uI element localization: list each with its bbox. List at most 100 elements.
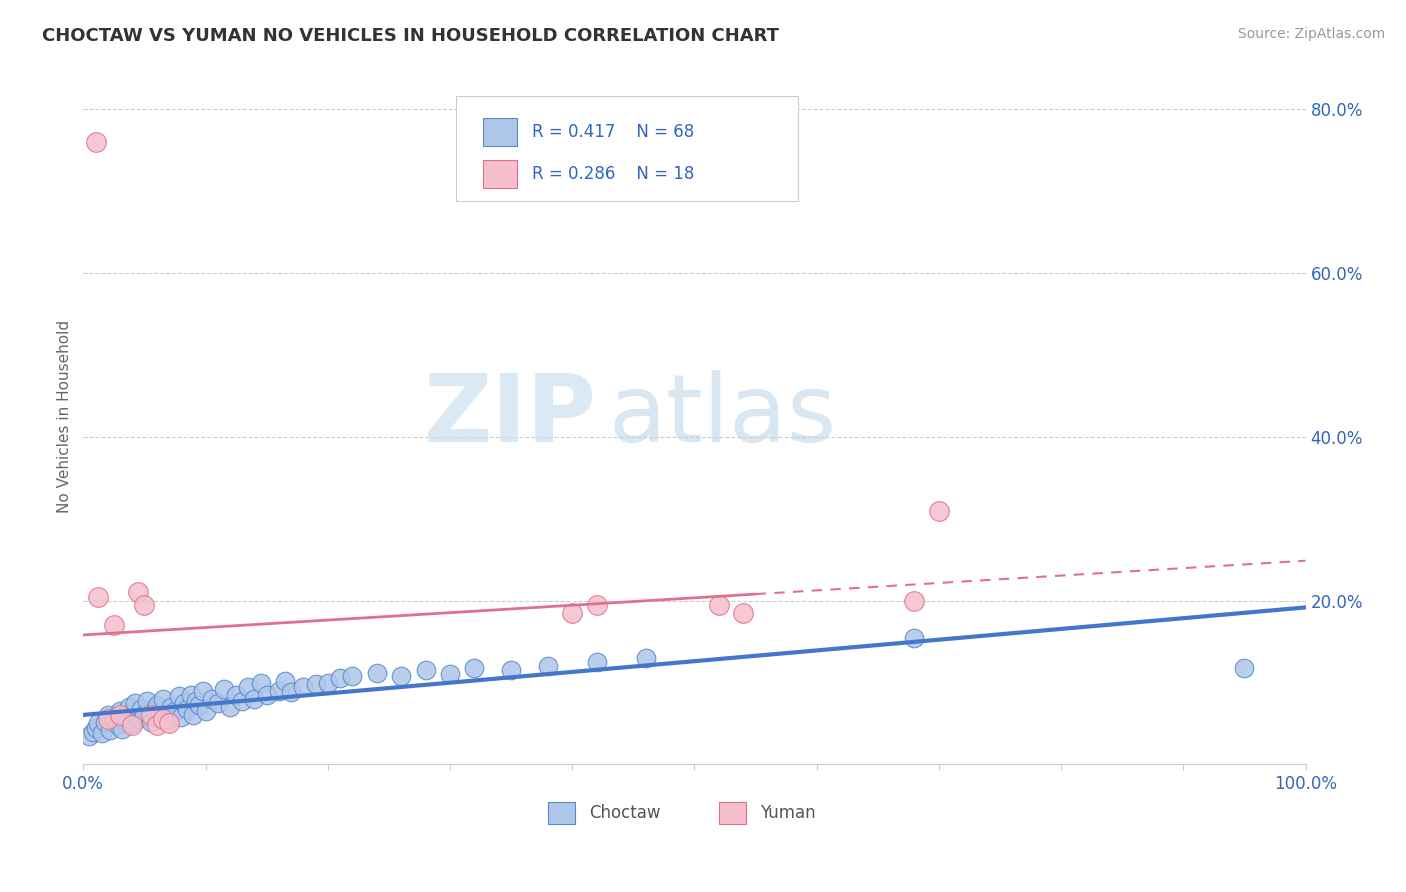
Text: R = 0.286    N = 18: R = 0.286 N = 18: [531, 165, 695, 183]
Point: [181, 708, 204, 723]
Text: Yuman: Yuman: [761, 804, 815, 822]
Point: [585, 598, 607, 612]
Point: [155, 706, 177, 721]
Point: [249, 675, 271, 690]
Point: [225, 688, 247, 702]
Point: [87, 590, 110, 604]
FancyBboxPatch shape: [482, 160, 517, 188]
Point: [733, 606, 755, 620]
Point: [499, 663, 522, 677]
Point: [238, 680, 260, 694]
FancyBboxPatch shape: [456, 96, 799, 201]
Point: [212, 682, 235, 697]
Point: [256, 688, 278, 702]
Point: [148, 710, 170, 724]
Point: [82, 724, 104, 739]
Point: [170, 710, 193, 724]
Point: [121, 716, 143, 731]
Y-axis label: No Vehicles in Household: No Vehicles in Household: [58, 320, 72, 513]
Point: [108, 708, 131, 723]
Point: [903, 631, 925, 645]
Point: [157, 712, 180, 726]
Point: [176, 702, 198, 716]
Point: [585, 655, 607, 669]
Point: [94, 714, 117, 729]
Point: [90, 726, 112, 740]
Point: [107, 718, 129, 732]
Point: [87, 716, 110, 731]
Point: [124, 696, 146, 710]
Point: [134, 708, 156, 723]
Text: atlas: atlas: [609, 370, 837, 462]
Point: [207, 696, 229, 710]
Point: [219, 700, 242, 714]
Point: [84, 721, 107, 735]
Point: [98, 723, 121, 737]
Point: [180, 688, 202, 702]
Point: [103, 618, 125, 632]
Point: [201, 692, 224, 706]
Point: [439, 667, 461, 681]
Point: [115, 710, 138, 724]
Point: [145, 698, 167, 713]
Point: [267, 683, 290, 698]
Point: [329, 672, 352, 686]
Text: Choctaw: Choctaw: [589, 804, 661, 822]
Point: [463, 661, 485, 675]
Point: [121, 718, 143, 732]
Point: [167, 690, 190, 704]
Point: [292, 680, 315, 694]
Point: [108, 704, 131, 718]
Point: [173, 696, 195, 710]
Point: [184, 693, 207, 707]
Text: ZIP: ZIP: [423, 370, 596, 462]
Point: [366, 665, 388, 680]
FancyBboxPatch shape: [548, 802, 575, 824]
Point: [389, 669, 412, 683]
Point: [316, 675, 339, 690]
Point: [152, 692, 174, 706]
Point: [134, 598, 156, 612]
Point: [152, 712, 174, 726]
Point: [139, 708, 162, 723]
Point: [127, 585, 149, 599]
Point: [415, 663, 437, 677]
Point: [274, 673, 297, 688]
Point: [928, 503, 950, 517]
Point: [243, 692, 266, 706]
Point: [79, 729, 101, 743]
Point: [103, 712, 125, 726]
Point: [188, 698, 211, 713]
Point: [903, 593, 925, 607]
Point: [111, 722, 134, 736]
Point: [84, 135, 107, 149]
Point: [634, 651, 657, 665]
Point: [145, 718, 167, 732]
Text: R = 0.417    N = 68: R = 0.417 N = 68: [531, 123, 695, 141]
Text: CHOCTAW VS YUMAN NO VEHICLES IN HOUSEHOLD CORRELATION CHART: CHOCTAW VS YUMAN NO VEHICLES IN HOUSEHOL…: [42, 27, 779, 45]
Point: [135, 693, 157, 707]
FancyBboxPatch shape: [718, 802, 745, 824]
FancyBboxPatch shape: [482, 119, 517, 146]
Point: [537, 659, 560, 673]
Point: [194, 704, 217, 718]
Point: [231, 693, 253, 707]
Point: [340, 669, 363, 683]
Point: [117, 700, 139, 714]
Point: [304, 677, 326, 691]
Text: Source: ZipAtlas.com: Source: ZipAtlas.com: [1237, 27, 1385, 41]
Point: [163, 704, 186, 718]
Point: [280, 685, 302, 699]
Point: [129, 702, 152, 716]
Point: [143, 704, 166, 718]
Point: [97, 712, 120, 726]
Point: [127, 712, 149, 726]
Point: [160, 700, 183, 714]
Point: [97, 708, 120, 723]
Point: [1233, 661, 1256, 675]
Point: [707, 598, 730, 612]
Point: [561, 606, 583, 620]
Point: [157, 716, 180, 731]
Point: [139, 714, 162, 729]
Point: [191, 683, 214, 698]
